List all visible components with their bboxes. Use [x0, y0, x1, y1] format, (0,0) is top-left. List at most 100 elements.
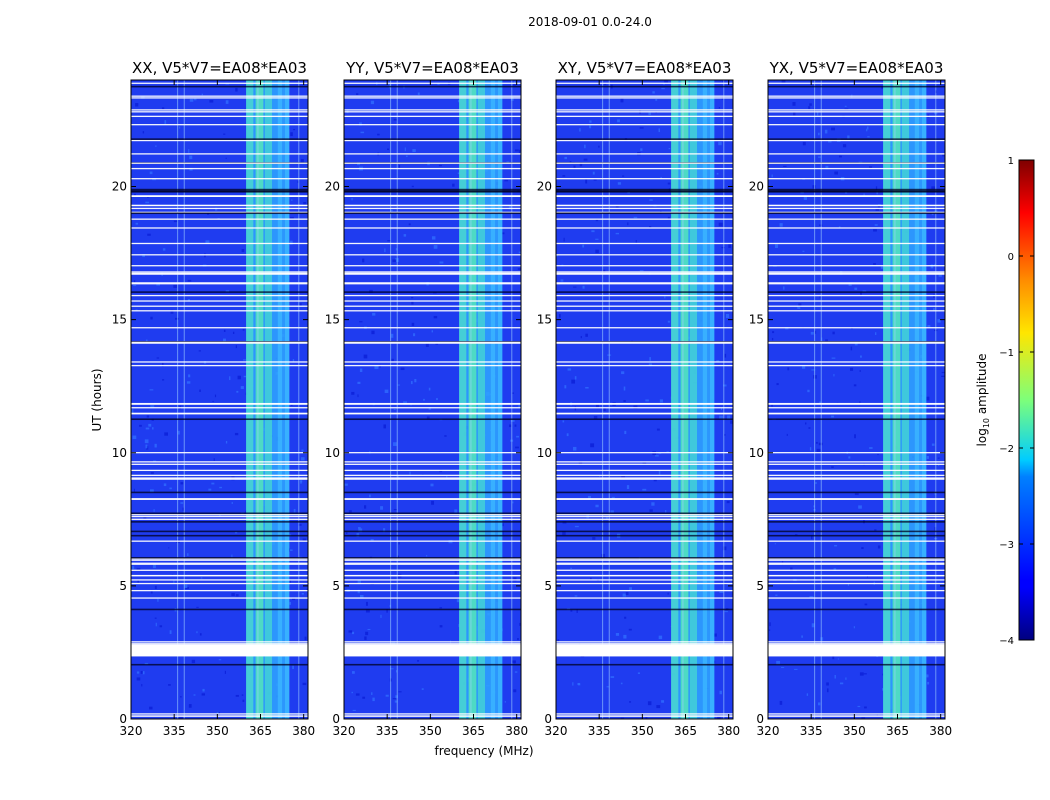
flag-white-row [556, 402, 733, 405]
noise-cell [344, 483, 348, 486]
noise-cell [867, 136, 870, 138]
flag-white-row [344, 569, 521, 571]
noise-cell [209, 100, 214, 103]
noise-cell [186, 381, 191, 384]
noise-cell [439, 625, 443, 628]
noise-cell [187, 279, 192, 282]
noise-cell [574, 525, 579, 528]
noise-cell [719, 690, 722, 695]
rfi-strip [883, 80, 891, 719]
flag-white-row [131, 204, 308, 207]
y-tick-label: 15 [537, 313, 552, 327]
noise-cell [385, 694, 389, 697]
noise-cell [838, 226, 841, 229]
flag-white-row [768, 477, 945, 479]
flag-white-row [768, 558, 945, 560]
noise-cell [617, 182, 622, 185]
flag-dark-row [556, 85, 733, 88]
noise-cell [593, 415, 598, 419]
noise-cell [383, 528, 386, 533]
noise-cell [926, 674, 929, 678]
noise-cell [180, 502, 184, 504]
noise-cell [582, 244, 585, 248]
noise-cell [576, 609, 578, 613]
noise-cell [132, 566, 135, 570]
noise-cell [135, 103, 139, 107]
flag-white-row [131, 265, 308, 267]
noise-cell [667, 216, 670, 220]
noise-cell [842, 144, 847, 148]
flag-white-row [131, 641, 308, 643]
noise-cell [656, 428, 660, 431]
noise-cell [833, 373, 835, 377]
flag-gap [344, 644, 521, 657]
noise-cell [365, 631, 369, 636]
noise-cell [667, 320, 670, 323]
rfi-strip [921, 80, 927, 719]
noise-cell [431, 236, 436, 240]
noise-cell [444, 435, 447, 437]
noise-cell [661, 87, 665, 90]
flag-dark-row [131, 291, 308, 293]
noise-cell [405, 155, 408, 157]
noise-cell [408, 223, 411, 226]
noise-cell [807, 389, 810, 393]
flag-dark-row [556, 190, 733, 192]
noise-cell [356, 93, 359, 96]
flag-white-row [344, 563, 521, 565]
x-tick-label: 335 [376, 724, 399, 738]
colorbar-gradient [1018, 159, 1035, 641]
noise-cell [395, 695, 398, 698]
flag-white-row [768, 361, 945, 363]
flag-dark-row [344, 212, 521, 215]
noise-cell [801, 365, 806, 369]
flag-dark-row [768, 191, 945, 193]
noise-cell [425, 343, 429, 347]
flag-white-row [344, 574, 521, 577]
noise-cell [667, 182, 671, 185]
flag-white-row [768, 641, 945, 643]
noise-cell [413, 333, 416, 337]
noise-cell [639, 127, 644, 129]
flag-white-row [131, 283, 308, 285]
flag-dark-row [344, 663, 521, 666]
flag-dark-row [131, 191, 308, 193]
flag-dark-row [768, 512, 945, 515]
noise-cell [585, 179, 588, 184]
noise-cell [834, 171, 839, 175]
noise-cell [667, 592, 669, 595]
flag-white-row [344, 474, 521, 477]
noise-cell [136, 671, 140, 674]
flag-white-row [344, 559, 521, 561]
noise-cell [595, 249, 599, 254]
flag-white-row [344, 115, 521, 118]
noise-cell [358, 528, 363, 533]
flag-white-row [344, 162, 521, 164]
noise-cell [719, 591, 724, 594]
noise-cell [306, 588, 308, 591]
flag-white-row [556, 559, 733, 561]
noise-cell [380, 614, 382, 618]
y-tick-label: 20 [537, 180, 552, 194]
noise-cell [648, 363, 653, 366]
noise-cell [359, 368, 363, 372]
noise-cell [933, 308, 935, 311]
noise-cell [187, 299, 190, 302]
noise-cell [820, 637, 824, 641]
noise-cell [154, 617, 157, 619]
noise-cell [655, 455, 659, 457]
noise-cell [794, 668, 798, 670]
noise-cell [152, 427, 154, 430]
noise-cell [726, 500, 730, 504]
flag-white-row [344, 558, 521, 560]
noise-cell [392, 259, 397, 263]
noise-cell [628, 628, 632, 631]
y-tick-label: 20 [325, 180, 340, 194]
noise-cell [411, 185, 414, 188]
flag-white-row [768, 518, 945, 520]
noise-cell [562, 175, 566, 177]
noise-cell [812, 185, 816, 189]
flag-white-row [556, 518, 733, 520]
noise-cell [818, 702, 821, 706]
flag-white-row [344, 540, 521, 542]
